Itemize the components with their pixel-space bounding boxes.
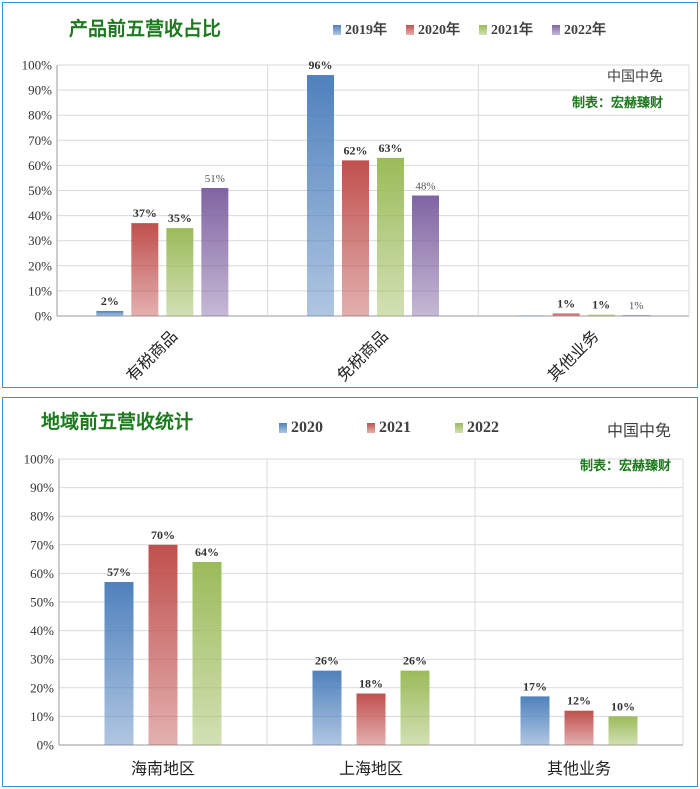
- category-label: 有税商品: [122, 326, 181, 385]
- legend-swatch: [279, 423, 287, 433]
- data-label: 1%: [592, 298, 610, 312]
- y-tick-label: 10%: [30, 709, 54, 724]
- legend-label: 2020: [291, 419, 323, 436]
- y-tick-label: 0%: [37, 738, 55, 753]
- bar: [564, 710, 594, 745]
- data-label: 26%: [315, 654, 339, 668]
- bar: [587, 314, 615, 316]
- y-tick-label: 90%: [28, 83, 52, 98]
- data-label: 70%: [151, 528, 175, 542]
- data-label: 57%: [107, 565, 131, 579]
- data-label: 96%: [309, 58, 333, 72]
- bar: [307, 75, 334, 316]
- y-tick-label: 30%: [28, 233, 52, 248]
- y-tick-label: 0%: [35, 309, 53, 324]
- y-tick-label: 70%: [28, 133, 52, 148]
- y-tick-label: 80%: [30, 509, 54, 524]
- bar: [520, 696, 550, 745]
- legend-swatch: [333, 25, 341, 35]
- data-label: 1%: [557, 296, 575, 310]
- legend-label: 2021年: [491, 21, 533, 38]
- data-label: 12%: [567, 694, 591, 708]
- y-tick-label: 80%: [28, 108, 52, 123]
- author-note: 制表：宏赫臻财: [572, 95, 663, 111]
- bar: [356, 693, 386, 745]
- data-label: 2%: [101, 294, 119, 308]
- category-label: 其他业务: [547, 759, 611, 778]
- category-label: 海南地区: [131, 759, 195, 778]
- legend-label: 2019年: [345, 21, 387, 38]
- y-tick-label: 60%: [28, 158, 52, 173]
- legend-label: 2022: [467, 419, 499, 436]
- bar: [166, 228, 194, 316]
- bar: [201, 187, 229, 316]
- legend-swatch: [455, 423, 463, 433]
- bar: [96, 310, 124, 316]
- bar: [148, 544, 178, 745]
- legend-swatch: [367, 423, 375, 433]
- category-label: 免税商品: [333, 326, 392, 385]
- legend-label: 2021: [379, 419, 411, 436]
- data-label: 1%: [629, 300, 644, 312]
- legend-label: 2020年: [418, 21, 460, 38]
- y-tick-label: 100%: [22, 58, 53, 73]
- y-tick-label: 30%: [30, 652, 54, 667]
- author-note: 制表：宏赫臻财: [580, 458, 671, 474]
- y-tick-label: 20%: [30, 680, 54, 695]
- y-tick-label: 60%: [30, 566, 54, 581]
- category-label: 其他业务: [544, 326, 603, 385]
- region-revenue-chart-panel: 地域前五营收统计 0% 10% 20% 30% 40% 50% 60% 70% 80% 90% 100…: [2, 397, 698, 787]
- bar: [622, 315, 650, 316]
- bar: [312, 670, 342, 745]
- y-tick-label: 70%: [30, 537, 54, 552]
- category-label: 上海地区: [339, 759, 403, 778]
- chart-title: 产品前五营收占比: [69, 17, 221, 40]
- bar: [131, 223, 159, 316]
- y-tick-label: 50%: [28, 183, 52, 198]
- legend-label: 2022年: [564, 21, 606, 38]
- source-note: 中国中免: [607, 69, 663, 85]
- data-label: 62%: [344, 143, 368, 157]
- bar: [552, 313, 580, 316]
- data-label: 63%: [379, 141, 403, 155]
- legend-swatch: [479, 25, 487, 35]
- data-label: 64%: [195, 545, 219, 559]
- data-label: 18%: [359, 677, 383, 691]
- y-tick-label: 40%: [28, 208, 52, 223]
- legend-swatch: [406, 25, 414, 35]
- y-tick-label: 40%: [30, 623, 54, 638]
- y-tick-label: 20%: [28, 258, 52, 273]
- data-label: 37%: [133, 206, 157, 220]
- data-label: 51%: [205, 173, 225, 185]
- bar: [104, 581, 134, 745]
- bar: [342, 160, 369, 316]
- legend-swatch: [552, 25, 560, 35]
- y-tick-label: 100%: [24, 452, 55, 467]
- bar: [517, 315, 545, 316]
- y-tick-label: 50%: [30, 595, 54, 610]
- bar: [412, 195, 439, 316]
- bar: [608, 716, 638, 745]
- data-label: 48%: [415, 181, 435, 193]
- bar: [400, 670, 430, 745]
- bar: [377, 157, 404, 316]
- data-label: 35%: [168, 211, 192, 225]
- y-tick-label: 90%: [30, 480, 54, 495]
- data-label: 26%: [403, 654, 427, 668]
- region-revenue-chart: 地域前五营收统计 0% 10% 20% 30% 40% 50% 60% 70% 80% 90% 100…: [24, 410, 684, 778]
- chart-title: 地域前五营收统计: [41, 410, 193, 433]
- y-tick-label: 10%: [28, 283, 52, 298]
- product-revenue-chart-panel: 产品前五营收占比 0% 10% 20% 30% 40% 50% 60% 70% 80% 90% 100…: [2, 2, 698, 388]
- product-revenue-chart: 产品前五营收占比 0% 10% 20% 30% 40% 50% 60% 70% 80% 90% 100…: [22, 17, 690, 385]
- data-label: 10%: [611, 699, 635, 713]
- source-note: 中国中免: [607, 421, 671, 440]
- data-label: 17%: [523, 679, 547, 693]
- bar: [192, 561, 222, 745]
